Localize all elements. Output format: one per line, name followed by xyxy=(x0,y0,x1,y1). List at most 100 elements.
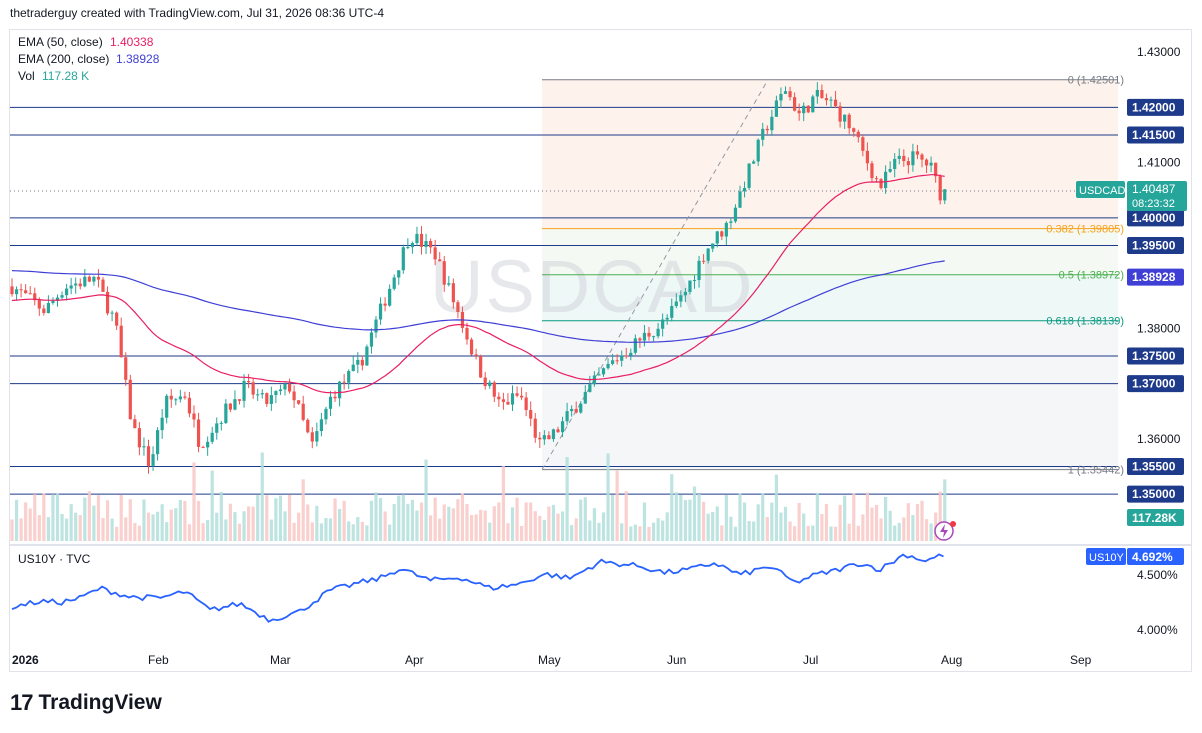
volume-bar xyxy=(306,504,310,541)
volume-bar xyxy=(328,518,333,541)
level-tag-bg xyxy=(1127,237,1184,255)
tradingview-logo-icon: 17 xyxy=(10,690,34,715)
notification-dot-icon xyxy=(950,521,956,527)
candle xyxy=(674,301,678,307)
candle xyxy=(579,403,583,413)
volume-tag-bg xyxy=(1127,509,1184,526)
candle xyxy=(269,395,273,404)
candle xyxy=(401,247,405,271)
candle xyxy=(315,431,319,442)
fib-zone-0 xyxy=(542,79,1118,229)
volume-bar xyxy=(460,493,465,541)
candle xyxy=(620,355,624,361)
volume-bar xyxy=(169,509,173,541)
volume-bar xyxy=(897,522,901,541)
volume-bar xyxy=(560,511,565,541)
candle xyxy=(465,327,469,340)
candle xyxy=(906,161,910,166)
candle xyxy=(665,317,669,320)
candle xyxy=(228,403,232,410)
candle xyxy=(629,352,633,356)
volume-bar xyxy=(547,506,551,541)
candle xyxy=(128,379,132,420)
candle xyxy=(692,280,697,282)
candle xyxy=(14,289,19,295)
volume-bar xyxy=(119,494,123,541)
candle xyxy=(424,241,428,247)
volume-bar xyxy=(692,486,697,541)
candle xyxy=(69,285,73,289)
candle xyxy=(729,221,733,223)
candle xyxy=(324,408,328,420)
candle xyxy=(510,393,515,405)
volume-bar xyxy=(46,517,50,541)
volume-bar xyxy=(797,502,801,541)
candle xyxy=(506,401,510,405)
level-tag: 1.42000 xyxy=(1132,100,1176,114)
time-axis-label: Sep xyxy=(1070,653,1092,667)
volume-bar xyxy=(756,504,760,541)
volume-bar xyxy=(770,502,774,541)
candle xyxy=(765,128,769,131)
candle xyxy=(847,114,851,129)
volume-bar xyxy=(433,497,437,541)
candle xyxy=(720,231,724,237)
legend-ema50-label: EMA (50, close) xyxy=(18,35,103,49)
candle xyxy=(237,399,242,401)
volume-bar xyxy=(779,512,783,541)
flash-bolt-icon xyxy=(940,524,948,538)
candle xyxy=(51,300,55,304)
price-axis-tick: 1.36000 xyxy=(1137,432,1181,446)
volume-bar xyxy=(697,494,701,541)
candle xyxy=(196,419,201,447)
candle xyxy=(647,332,651,337)
volume-bar xyxy=(911,515,915,541)
volume-bar xyxy=(720,525,724,541)
volume-bar xyxy=(579,499,583,541)
us10y-line xyxy=(11,553,944,623)
volume-bar xyxy=(815,492,819,541)
volume-bar xyxy=(611,494,615,541)
candle xyxy=(533,418,537,438)
fib-level-label: 0 (1.42501) xyxy=(1068,75,1124,87)
volume-bar xyxy=(861,514,865,541)
volume-bar xyxy=(874,504,879,541)
volume-bar xyxy=(160,504,164,541)
volume-bar xyxy=(69,504,73,541)
candle xyxy=(752,161,756,164)
candle xyxy=(670,306,674,318)
volume-bar xyxy=(479,509,483,541)
candle xyxy=(19,289,23,291)
candle xyxy=(902,155,906,162)
candle xyxy=(397,270,401,278)
volume-bar xyxy=(551,504,556,541)
volume-bar xyxy=(583,497,587,541)
volume-bar xyxy=(574,518,578,541)
candle xyxy=(683,291,687,296)
candle xyxy=(874,178,879,180)
candle xyxy=(656,328,660,337)
candle xyxy=(774,100,778,117)
candle xyxy=(920,154,924,160)
volume-bar xyxy=(151,514,155,541)
candle xyxy=(633,338,637,353)
candle xyxy=(724,222,728,237)
candle xyxy=(60,295,64,298)
volume-bar xyxy=(206,520,210,541)
us10y-value-tag-bg xyxy=(1127,548,1184,565)
volume-bar xyxy=(938,491,942,541)
volume-bar xyxy=(638,526,642,541)
volume-bar xyxy=(55,493,60,541)
us10y-tag: US10Y xyxy=(1089,552,1125,564)
volume-bar xyxy=(456,499,460,541)
footer: 17 TradingView xyxy=(10,690,162,716)
volume-bar xyxy=(469,514,474,541)
level-tag: 1.35500 xyxy=(1132,459,1176,473)
volume-bar xyxy=(742,502,747,541)
volume-bar xyxy=(178,499,182,541)
chart-canvas[interactable]: USDCAD 0 (1.42501) 0.382 (1.39805) 0.5 (1.3… xyxy=(10,30,1191,671)
volume-bar xyxy=(865,492,869,541)
candle xyxy=(210,432,214,442)
candle xyxy=(551,429,556,440)
candle xyxy=(888,168,892,172)
